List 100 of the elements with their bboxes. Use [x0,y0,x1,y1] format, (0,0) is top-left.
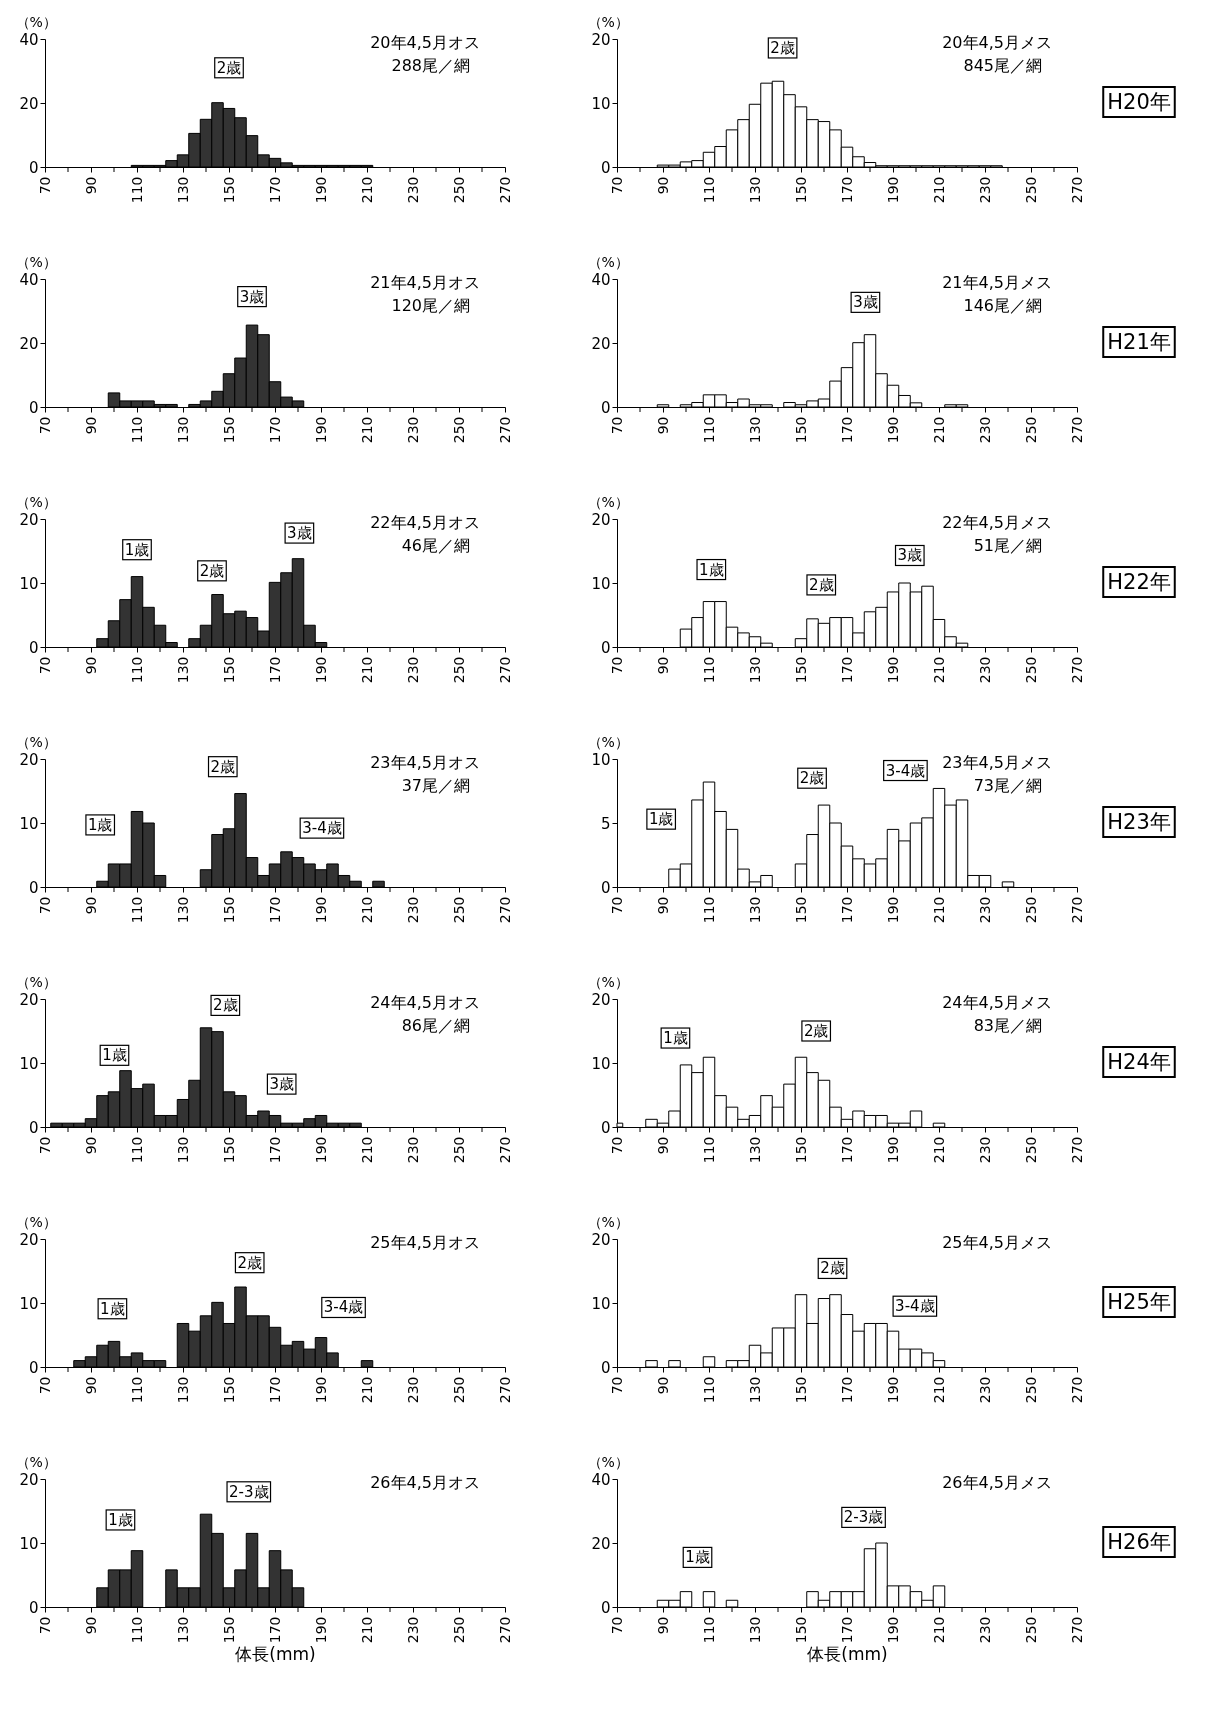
x-tick-label: 150 [220,656,237,684]
y-axis-title: （%） [15,493,57,510]
x-tick-label: 150 [220,1376,237,1404]
x-tick-label: 170 [266,176,283,204]
x-tick-label: 110 [128,1136,145,1164]
x-tick-label: 170 [266,1136,283,1164]
y-tick-label: 0 [600,638,611,657]
x-tick-label: 230 [976,1616,993,1644]
x-tick-label: 250 [1022,416,1039,444]
x-tick-label: 230 [976,1136,993,1164]
x-tick-label: 190 [312,896,329,924]
x-tick-label: 150 [220,1136,237,1164]
x-tick-label: 110 [128,896,145,924]
x-tick-label: 90 [82,416,99,435]
x-tick-label: 130 [746,1376,763,1404]
x-tick-label: 130 [174,416,191,444]
x-tick-label: 170 [838,896,855,924]
text: 83尾／網 [973,1016,1042,1035]
y-tick-label: 0 [600,1118,611,1137]
x-tick-label: 210 [930,1136,947,1164]
x-tick-label: 90 [654,1376,671,1395]
y-axis-title: （%） [587,733,629,750]
y-tick-label: 10 [591,94,611,113]
x-tick-label: 210 [358,416,375,444]
x-tick-label: 210 [930,656,947,684]
text: 86尾／網 [401,1016,470,1035]
x-tick-label: 70 [608,896,625,915]
x-tick-label: 110 [128,1376,145,1404]
text: 146尾／網 [963,296,1042,315]
x-tick-label: 150 [792,896,809,924]
y-tick-label: 5 [600,814,611,833]
x-tick-label: 270 [1068,176,1085,204]
x-tick-label: 270 [496,1376,513,1404]
x-tick-label: 210 [930,416,947,444]
y-tick-label: 0 [28,878,39,897]
x-tick-label: 270 [496,416,513,444]
chart-title: 21年4,5月メス [942,273,1052,292]
y-tick-label: 0 [28,638,39,657]
x-tick-label: 250 [1022,1136,1039,1164]
y-tick-label: 10 [19,814,39,833]
x-tick-label: 230 [976,656,993,684]
x-tick-label: 250 [1022,896,1039,924]
x-tick-label: 170 [838,176,855,204]
y-axis-title: （%） [587,13,629,30]
text: 46尾／網 [401,536,470,555]
y-axis-title: （%） [15,253,57,270]
y-tick-label: 0 [600,158,611,177]
y-tick-label: 20 [19,510,39,529]
y-tick-label: 0 [28,1358,39,1377]
x-tick-label: 90 [654,1616,671,1635]
x-tick-label: 70 [608,1136,625,1155]
x-tick-label: 270 [496,176,513,204]
x-tick-label: 270 [1068,656,1085,684]
x-tick-label: 210 [358,1136,375,1164]
chart-title: 22年4,5月オス [370,513,480,532]
x-tick-label: 250 [450,1616,467,1644]
x-tick-label: 150 [792,1616,809,1644]
y-axis-title: （%） [15,733,57,750]
x-tick-label: 130 [174,1376,191,1404]
x-tick-label: 110 [700,416,717,444]
x-tick-label: 90 [654,656,671,675]
y-tick-label: 40 [591,1470,611,1489]
x-tick-label: 70 [36,176,53,195]
x-tick-label: 130 [746,896,763,924]
x-tick-label: 90 [82,656,99,675]
x-tick-label: 250 [1022,656,1039,684]
x-tick-label: 110 [700,176,717,204]
x-tick-label: 190 [884,416,901,444]
chart-title: 24年4,5月メス [942,993,1052,1012]
y-tick-label: 20 [19,334,39,353]
chart-title: 23年4,5月メス [942,753,1052,772]
text: 120尾／網 [391,296,470,315]
x-tick-label: 250 [1022,1376,1039,1404]
x-tick-label: 270 [496,656,513,684]
x-tick-label: 210 [358,896,375,924]
x-tick-label: 190 [312,656,329,684]
x-tick-label: 210 [358,1376,375,1404]
y-tick-label: 20 [591,30,611,49]
x-tick-label: 150 [792,656,809,684]
x-tick-label: 270 [1068,1376,1085,1404]
x-tick-label: 210 [358,1616,375,1644]
x-tick-label: 130 [746,176,763,204]
x-axis-title: 体長(mm) [235,1644,316,1665]
x-tick-label: 250 [1022,176,1039,204]
chart-title: 26年4,5月オス [370,1473,480,1492]
y-axis-title: （%） [587,973,629,990]
x-tick-label: 270 [1068,1136,1085,1164]
chart-title: 25年4,5月オス [370,1233,480,1252]
y-tick-label: 20 [19,94,39,113]
x-tick-label: 270 [496,1136,513,1164]
x-tick-label: 110 [128,176,145,204]
x-tick-label: 210 [358,176,375,204]
y-tick-label: 0 [600,1358,611,1377]
x-tick-label: 90 [82,1616,99,1635]
x-tick-label: 250 [450,1376,467,1404]
x-tick-label: 230 [404,656,421,684]
x-tick-label: 230 [976,1376,993,1404]
x-tick-label: 130 [174,1136,191,1164]
x-tick-label: 170 [838,656,855,684]
x-tick-label: 270 [496,1616,513,1644]
